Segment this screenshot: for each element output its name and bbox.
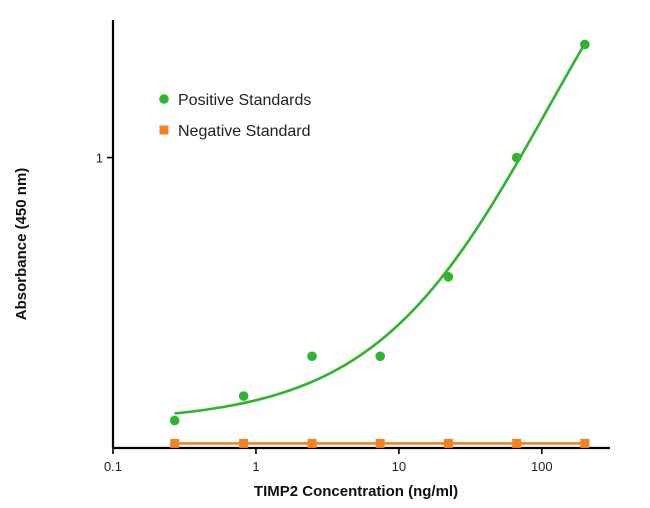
point-1-6 xyxy=(580,438,590,448)
y-ticks: 1 xyxy=(96,151,113,166)
x-tick-label-2: 10 xyxy=(392,459,406,474)
y-axis-title: Absorbance (450 nm) xyxy=(13,168,30,321)
point-1-0 xyxy=(170,438,180,448)
point-1-1 xyxy=(239,438,249,448)
point-1-5 xyxy=(512,438,522,448)
legend-marker-negative xyxy=(159,125,169,135)
point-1-3 xyxy=(375,438,385,448)
axes xyxy=(111,20,610,450)
y-tick-label-0: 1 xyxy=(96,151,103,166)
x-tick-label-1: 1 xyxy=(252,459,259,474)
point-0-6 xyxy=(580,39,590,50)
point-1-4 xyxy=(443,438,453,448)
fit-curve-0 xyxy=(174,42,586,415)
x-tick-label-3: 100 xyxy=(531,459,553,474)
x-tick-label-0: 0.1 xyxy=(104,459,122,474)
legend: Positive Standards Negative Standard xyxy=(159,92,311,140)
point-0-3 xyxy=(375,351,385,362)
x-axis-title: TIMP2 Concentration (ng/ml) xyxy=(254,483,458,500)
legend-label-negative: Negative Standard xyxy=(178,123,311,140)
point-0-1 xyxy=(238,391,249,401)
data-points xyxy=(169,39,590,448)
point-1-2 xyxy=(307,438,317,448)
point-0-5 xyxy=(511,152,522,163)
point-0-4 xyxy=(443,272,454,282)
x-ticks: 0.1 1 10 100 xyxy=(104,448,553,474)
legend-marker-positive xyxy=(159,94,169,104)
point-0-0 xyxy=(169,415,180,426)
point-0-2 xyxy=(307,351,317,362)
legend-label-positive: Positive Standards xyxy=(178,92,311,109)
